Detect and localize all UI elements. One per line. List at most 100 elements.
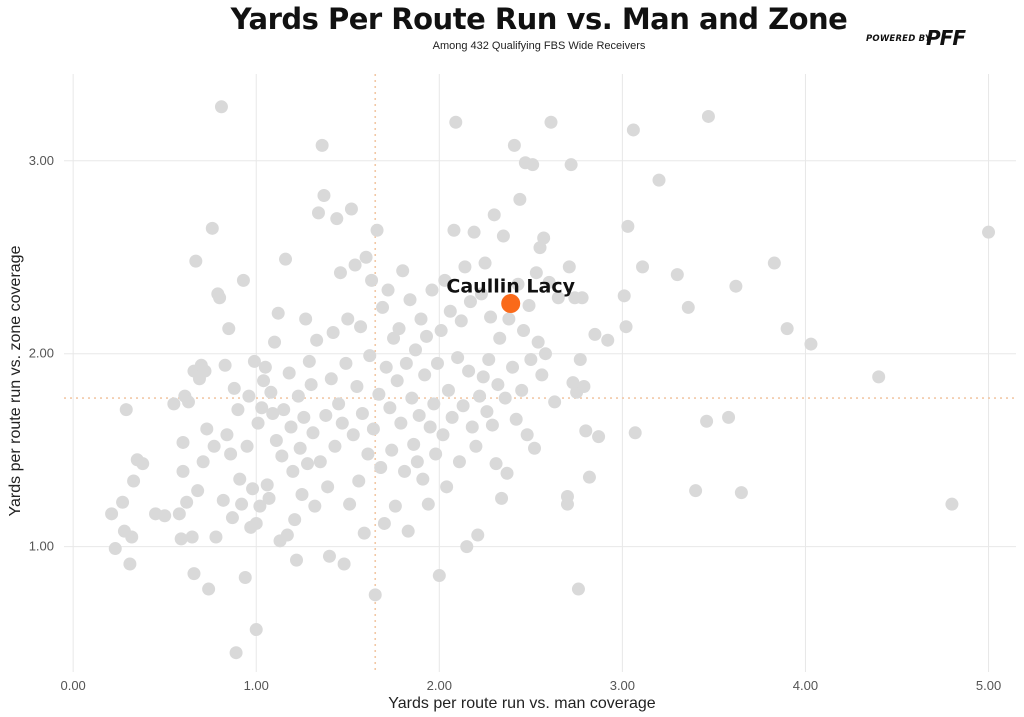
data-point — [207, 439, 221, 453]
data-point — [368, 588, 382, 602]
data-point — [291, 389, 305, 403]
data-point — [176, 435, 190, 449]
data-point — [432, 569, 446, 583]
x-tick-label: 2.00 — [427, 678, 452, 693]
data-point — [187, 567, 201, 581]
data-point — [213, 291, 227, 305]
data-point — [467, 225, 481, 239]
data-point — [310, 333, 324, 347]
data-point — [418, 368, 432, 382]
data-point — [295, 488, 309, 502]
x-tick-label: 1.00 — [244, 678, 269, 693]
data-point — [441, 383, 455, 397]
data-point — [626, 123, 640, 137]
logo-mark: PFF — [926, 26, 966, 50]
data-point — [376, 300, 390, 314]
tick-labels: 0.00 1.00 2.00 3.00 4.00 5.00 1.00 2.00 3.00 — [29, 153, 1002, 693]
data-point — [575, 291, 589, 305]
data-point — [269, 434, 283, 448]
data-point — [324, 372, 338, 386]
data-point — [379, 360, 393, 374]
data-point — [388, 499, 402, 513]
data-point — [394, 416, 408, 430]
data-point — [275, 449, 289, 463]
data-point — [271, 306, 285, 320]
data-point — [330, 212, 344, 226]
data-point — [526, 158, 540, 172]
data-point — [617, 289, 631, 303]
data-point — [401, 524, 415, 538]
data-point — [529, 266, 543, 280]
data-point — [302, 354, 316, 368]
data-point — [377, 516, 391, 530]
data-point — [531, 335, 545, 349]
data-point — [537, 231, 551, 245]
y-tick-label: 3.00 — [29, 153, 54, 168]
data-point — [392, 322, 406, 336]
data-point — [478, 256, 492, 270]
data-point — [528, 441, 542, 455]
data-point — [365, 273, 379, 287]
data-point — [372, 387, 386, 401]
data-point — [240, 439, 254, 453]
data-point — [454, 314, 468, 328]
data-point — [601, 333, 615, 347]
data-point — [127, 474, 141, 488]
data-point — [513, 192, 527, 206]
data-point — [945, 497, 959, 511]
data-point — [544, 115, 558, 129]
data-point — [346, 428, 360, 442]
data-point — [191, 484, 205, 498]
data-point — [189, 254, 203, 268]
x-axis-label: Yards per route run vs. man coverage — [388, 695, 655, 712]
data-point — [460, 540, 474, 554]
data-point — [350, 380, 364, 394]
data-point — [495, 491, 509, 505]
data-point — [522, 298, 536, 312]
data-point — [491, 378, 505, 392]
data-point — [562, 260, 576, 274]
data-point — [180, 495, 194, 509]
data-point — [542, 275, 556, 289]
data-point — [670, 268, 684, 282]
data-point — [427, 397, 441, 411]
data-point — [573, 352, 587, 366]
data-point — [284, 420, 298, 434]
data-point — [224, 447, 238, 461]
data-point — [255, 401, 269, 415]
data-point — [172, 507, 186, 521]
data-point — [409, 343, 423, 357]
data-point — [551, 291, 565, 305]
data-point — [366, 422, 380, 436]
data-point — [636, 260, 650, 274]
data-point — [354, 320, 368, 334]
data-point — [339, 356, 353, 370]
data-point — [465, 420, 479, 434]
data-point — [496, 229, 510, 243]
data-point — [136, 457, 150, 471]
data-point — [343, 497, 357, 511]
data-point — [319, 408, 333, 422]
data-point — [246, 482, 260, 496]
data-point — [443, 304, 457, 318]
data-point — [333, 266, 347, 280]
y-tick-label: 2.00 — [29, 346, 54, 361]
data-point — [471, 528, 485, 542]
data-point — [181, 395, 195, 409]
data-point — [205, 221, 219, 235]
data-point — [564, 158, 578, 172]
data-point — [412, 408, 426, 422]
data-point — [262, 491, 276, 505]
data-point — [701, 109, 715, 123]
data-point — [473, 389, 487, 403]
data-point — [355, 407, 369, 421]
data-point — [123, 557, 137, 571]
data-point — [220, 428, 234, 442]
data-point — [247, 354, 261, 368]
data-point — [236, 273, 250, 287]
data-point — [498, 391, 512, 405]
data-point — [681, 300, 695, 314]
data-point — [700, 414, 714, 428]
data-point — [229, 646, 243, 660]
data-point — [524, 352, 538, 366]
